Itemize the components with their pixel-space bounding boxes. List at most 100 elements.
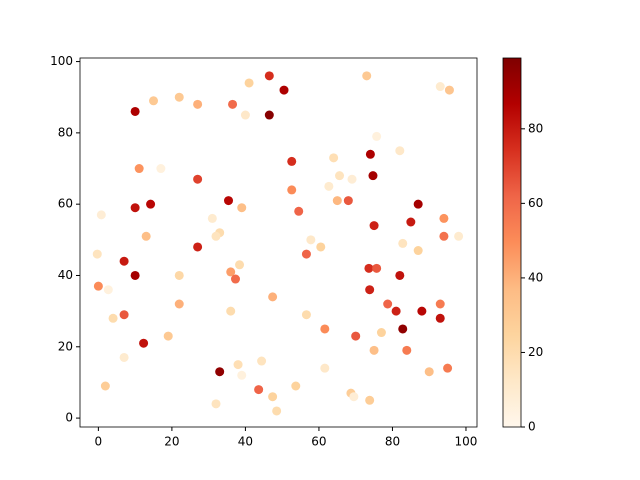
point bbox=[372, 263, 382, 273]
point bbox=[398, 324, 408, 334]
point bbox=[329, 153, 339, 163]
point bbox=[272, 406, 282, 416]
point bbox=[335, 171, 345, 181]
colorbar-tick-label: 60 bbox=[528, 196, 543, 210]
point bbox=[244, 78, 254, 88]
point bbox=[174, 299, 184, 309]
point bbox=[395, 270, 405, 280]
point bbox=[103, 285, 113, 295]
point bbox=[291, 381, 301, 391]
point bbox=[235, 260, 245, 270]
point bbox=[193, 242, 203, 252]
point bbox=[332, 196, 342, 206]
point bbox=[237, 370, 247, 380]
x-tick-label: 100 bbox=[455, 435, 478, 449]
x-tick-label: 40 bbox=[238, 435, 253, 449]
point bbox=[391, 306, 401, 316]
point bbox=[351, 331, 361, 341]
point bbox=[349, 392, 359, 402]
point bbox=[413, 199, 423, 209]
point bbox=[174, 92, 184, 102]
point bbox=[365, 395, 375, 405]
point bbox=[226, 306, 236, 316]
point bbox=[365, 285, 375, 295]
point bbox=[130, 203, 140, 213]
point bbox=[439, 231, 449, 241]
point bbox=[364, 263, 374, 273]
y-tick-label: 60 bbox=[58, 197, 73, 211]
point bbox=[439, 213, 449, 223]
point bbox=[444, 85, 454, 95]
colorbar bbox=[502, 57, 522, 428]
point bbox=[119, 256, 129, 266]
point bbox=[226, 267, 236, 277]
point bbox=[211, 231, 221, 241]
point bbox=[306, 235, 316, 245]
point bbox=[398, 238, 408, 248]
y-tick-label: 0 bbox=[65, 411, 73, 425]
point bbox=[417, 306, 427, 316]
point bbox=[320, 324, 330, 334]
colorbar-tick-label: 80 bbox=[528, 121, 543, 135]
point bbox=[347, 174, 357, 184]
point bbox=[268, 292, 278, 302]
point bbox=[149, 96, 159, 106]
point bbox=[193, 174, 203, 184]
colorbar-tick-label: 40 bbox=[528, 270, 543, 284]
point bbox=[294, 206, 304, 216]
point bbox=[224, 196, 234, 206]
point bbox=[193, 99, 203, 109]
point bbox=[406, 217, 416, 227]
y-tick-label: 40 bbox=[58, 268, 73, 282]
y-tick-label: 80 bbox=[58, 125, 73, 139]
point bbox=[240, 110, 250, 120]
point bbox=[264, 110, 274, 120]
point bbox=[92, 249, 102, 259]
x-tick-label: 60 bbox=[311, 435, 326, 449]
point bbox=[237, 203, 247, 213]
point bbox=[139, 338, 149, 348]
point bbox=[454, 231, 464, 241]
point bbox=[108, 313, 118, 323]
point bbox=[369, 345, 379, 355]
point bbox=[93, 281, 103, 291]
point bbox=[316, 242, 326, 252]
y-tick-label: 100 bbox=[50, 54, 73, 68]
point bbox=[279, 85, 289, 95]
point bbox=[254, 385, 264, 395]
point bbox=[320, 363, 330, 373]
point bbox=[435, 299, 445, 309]
point bbox=[443, 363, 453, 373]
point bbox=[287, 156, 297, 166]
point bbox=[96, 210, 106, 220]
point bbox=[215, 367, 225, 377]
point bbox=[211, 399, 221, 409]
point bbox=[376, 328, 386, 338]
point bbox=[301, 310, 311, 320]
point bbox=[287, 185, 297, 195]
point bbox=[365, 149, 375, 159]
point bbox=[141, 231, 151, 241]
x-tick-label: 80 bbox=[385, 435, 400, 449]
point bbox=[372, 131, 382, 141]
point bbox=[383, 299, 393, 309]
x-tick-label: 20 bbox=[164, 435, 179, 449]
point bbox=[413, 246, 423, 256]
point bbox=[207, 213, 217, 223]
point bbox=[424, 367, 434, 377]
point bbox=[435, 82, 445, 92]
point bbox=[100, 381, 110, 391]
point bbox=[228, 99, 238, 109]
point bbox=[343, 196, 353, 206]
point bbox=[362, 71, 372, 81]
point bbox=[301, 249, 311, 259]
point bbox=[257, 356, 267, 366]
point bbox=[324, 181, 334, 191]
point bbox=[369, 221, 379, 231]
point bbox=[134, 164, 144, 174]
point bbox=[174, 270, 184, 280]
x-tick-label: 0 bbox=[95, 435, 103, 449]
point bbox=[156, 164, 166, 174]
colorbar-tick-label: 20 bbox=[528, 345, 543, 359]
